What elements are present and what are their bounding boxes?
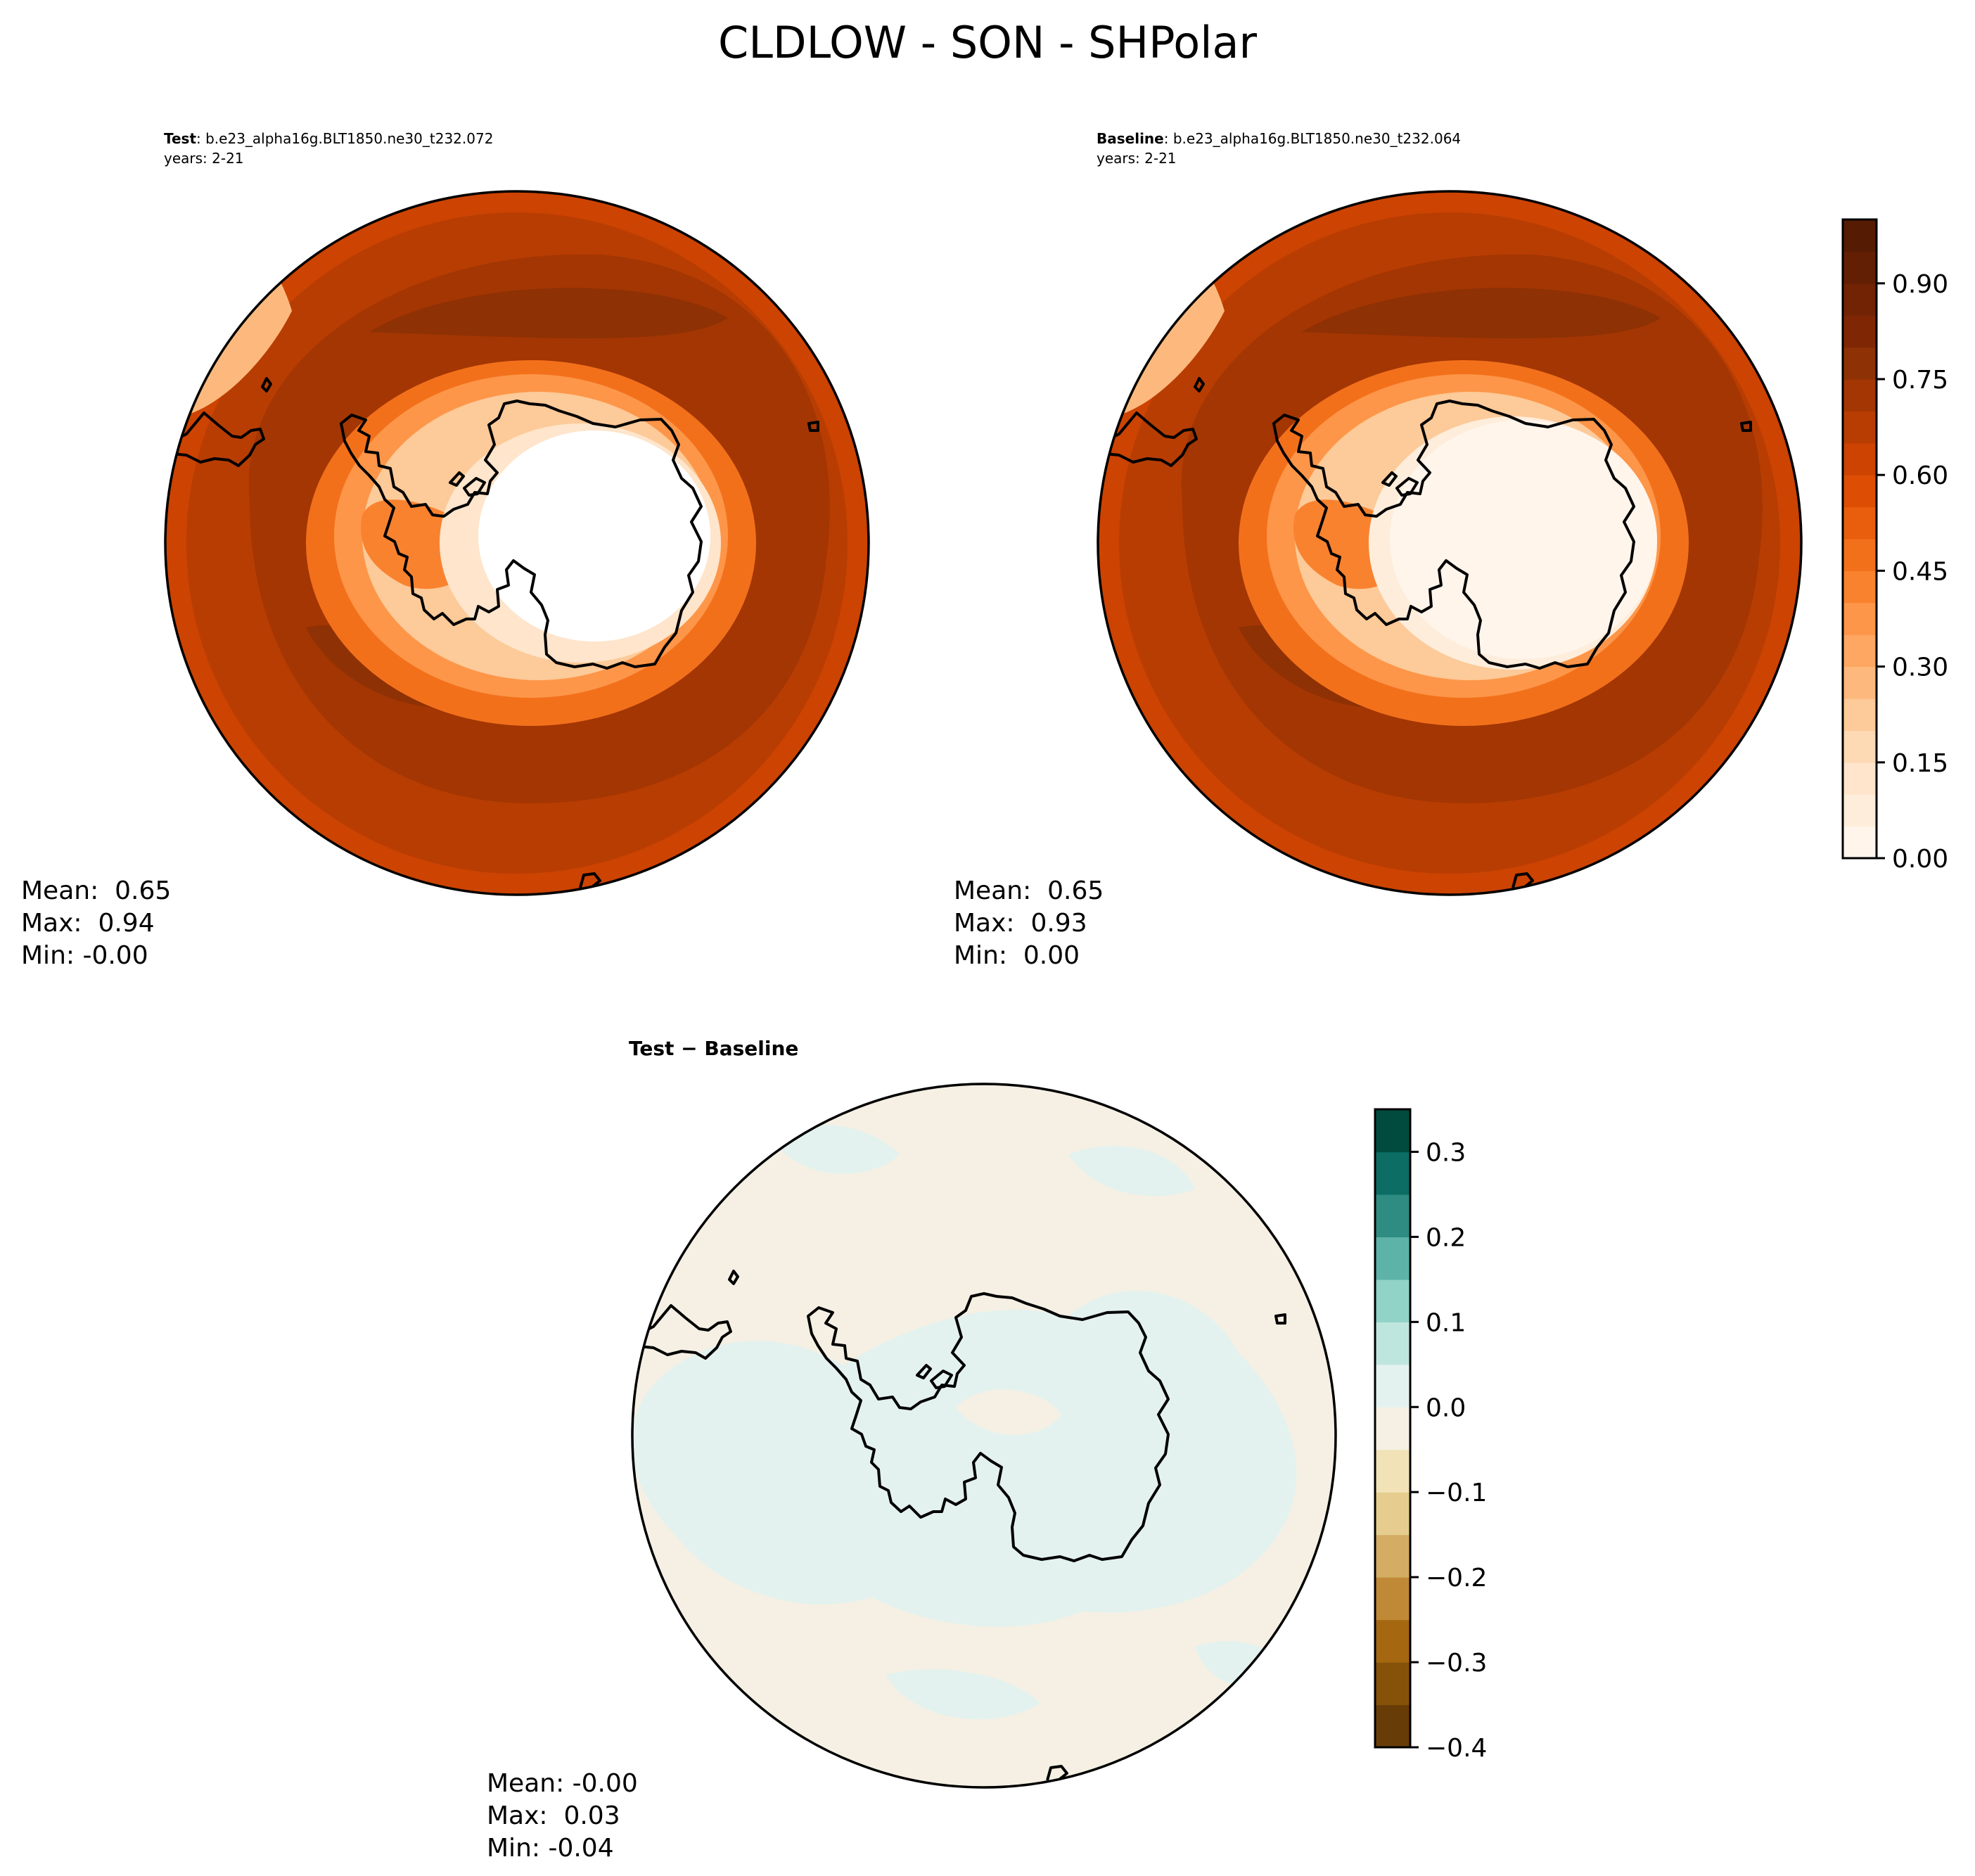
colorbar-top-frame: [1841, 218, 1878, 860]
colorbar-top-swatch-2: [1843, 762, 1877, 795]
colorbar-top-swatch-16: [1843, 315, 1877, 348]
colorbar-difference-swatch-14: [1375, 1109, 1410, 1153]
difference-field-patches: [632, 1084, 1336, 1787]
colorbar-difference-tick-label: 0.0: [1426, 1393, 1466, 1422]
colorbar-difference-swatch-6: [1375, 1449, 1410, 1493]
colorbar-difference-tick-label: −0.1: [1426, 1479, 1487, 1507]
colorbar-top-swatch-12: [1843, 442, 1877, 476]
baseline-stat-mean: Mean: 0.65: [954, 876, 1104, 905]
field-band-storm-track: [1302, 288, 1661, 338]
test-stats: Mean: 0.65 Max: 0.94 Min: -0.00: [21, 876, 171, 970]
baseline-stats: Mean: 0.65 Max: 0.93 Min: 0.00: [954, 876, 1104, 970]
baseline-field-bands: [1098, 191, 1801, 895]
colorbar-top-swatch-6: [1843, 634, 1877, 668]
colorbar-top-tick-label: 0.90: [1892, 270, 1948, 299]
difference-stat-min: Min: -0.04: [487, 1834, 614, 1863]
baseline-panel-case-name: : b.e23_alpha16g.BLT1850.ne30_t232.064: [1164, 130, 1461, 147]
baseline-panel-header: Baseline: b.e23_alpha16g.BLT1850.ne30_t2…: [1097, 130, 1461, 147]
diff-patch-positive: [1068, 1146, 1195, 1197]
colorbar-difference-swatch-1: [1375, 1662, 1410, 1706]
colorbar-difference-swatch-7: [1375, 1407, 1410, 1450]
difference-panel-title: Test − Baseline: [629, 1037, 798, 1060]
colorbar-top-tick-label: 0.45: [1892, 557, 1948, 586]
baseline-map-boundary: [1097, 190, 1803, 896]
colorbar-top-swatch-4: [1843, 698, 1877, 731]
colorbar-difference-tick-label: −0.3: [1426, 1649, 1487, 1678]
difference-panel: Test − Baseline Mean: -0.00 Max: 0.03 Mi…: [487, 1037, 1487, 1863]
field-band-storm-track: [369, 288, 728, 338]
colorbar-top-swatch-14: [1843, 379, 1877, 411]
colorbar-top-swatch-19: [1843, 219, 1877, 252]
colorbar-difference-swatch-2: [1375, 1619, 1410, 1663]
colorbar-top-swatch-11: [1843, 475, 1877, 508]
colorbar-difference-swatch-11: [1375, 1237, 1410, 1280]
colorbar-difference-swatch-10: [1375, 1279, 1410, 1322]
test-panel-header: Test: b.e23_alpha16g.BLT1850.ne30_t232.0…: [164, 130, 493, 147]
colorbar-top-swatch-17: [1843, 283, 1877, 316]
colorbar-top-swatch-3: [1843, 730, 1877, 763]
colorbar-difference-tick-label: 0.1: [1426, 1308, 1466, 1337]
baseline-panel: Baseline: b.e23_alpha16g.BLT1850.ne30_t2…: [954, 130, 1948, 970]
colorbar-difference-swatch-13: [1375, 1151, 1410, 1195]
test-panel-label: Test: [164, 130, 196, 147]
field-band-interior: [1390, 420, 1657, 659]
colorbar-difference-swatch-0: [1375, 1704, 1410, 1748]
colorbar-top: 0.00 0.15 0.30 0.45 0.60 0.75 0.90: [1841, 218, 1948, 874]
colorbar-top-swatch-15: [1843, 347, 1877, 380]
colorbar-difference-frame: [1374, 1108, 1412, 1749]
baseline-map: [1098, 191, 1801, 895]
colorbar-top-swatch-7: [1843, 602, 1877, 635]
difference-stat-mean: Mean: -0.00: [487, 1769, 638, 1798]
colorbar-difference-swatch-4: [1375, 1534, 1410, 1578]
colorbar-difference-tick-label: −0.4: [1426, 1734, 1487, 1763]
baseline-panel-label: Baseline: [1097, 130, 1164, 147]
test-panel: Test: b.e23_alpha16g.BLT1850.ne30_t232.0…: [21, 130, 870, 970]
colorbar-difference-swatch-5: [1375, 1492, 1410, 1536]
diff-patch-positive: [886, 1669, 1040, 1720]
test-panel-years: years: 2-21: [164, 150, 244, 167]
difference-map-boundary: [631, 1083, 1337, 1789]
colorbar-top-tick-label: 0.60: [1892, 461, 1948, 490]
test-map-boundary: [164, 190, 870, 896]
diff-patch-positive: [773, 1125, 900, 1174]
colorbar-difference-tick-label: −0.2: [1426, 1564, 1487, 1593]
baseline-panel-years: years: 2-21: [1097, 150, 1177, 167]
test-stat-min: Min: -0.00: [21, 941, 148, 970]
colorbar-top-tick-label: 0.30: [1892, 653, 1948, 682]
colorbar-top-swatch-10: [1843, 506, 1877, 540]
colorbar-top-tick-label: 0.75: [1892, 366, 1948, 395]
colorbar-top-tick-label: 0.00: [1892, 845, 1948, 874]
test-stat-mean: Mean: 0.65: [21, 876, 171, 905]
colorbar-difference-swatch-9: [1375, 1322, 1410, 1365]
difference-map: [632, 1084, 1336, 1787]
colorbar-top-swatch-0: [1843, 826, 1877, 859]
baseline-stat-max: Max: 0.93: [954, 909, 1087, 938]
colorbar-difference-tick-label: 0.3: [1426, 1138, 1466, 1167]
colorbar-difference-swatch-12: [1375, 1194, 1410, 1237]
diff-patch-negative: [956, 1389, 1061, 1435]
field-band-interior: [478, 430, 710, 642]
test-field-bands: [165, 191, 869, 895]
test-map: [165, 191, 869, 895]
figure-title: CLDLOW - SON - SHPolar: [718, 17, 1257, 68]
difference-stat-max: Max: 0.03: [487, 1801, 620, 1830]
test-panel-case-name: : b.e23_alpha16g.BLT1850.ne30_t232.072: [196, 130, 493, 147]
colorbar-difference-tick-label: 0.2: [1426, 1223, 1466, 1252]
difference-stats: Mean: -0.00 Max: 0.03 Min: -0.04: [487, 1769, 638, 1863]
colorbar-top-swatch-13: [1843, 411, 1877, 444]
colorbar-top-swatch-1: [1843, 794, 1877, 827]
colorbar-top-swatch-5: [1843, 666, 1877, 699]
test-stat-max: Max: 0.94: [21, 909, 155, 938]
colorbar-top-swatch-18: [1843, 251, 1877, 284]
colorbar-difference: −0.4 −0.3 −0.2 −0.1 0.0 0.1 0.2 0.3: [1374, 1108, 1487, 1763]
colorbar-top-swatch-9: [1843, 539, 1877, 571]
colorbar-top-swatch-8: [1843, 570, 1877, 604]
colorbar-difference-swatch-3: [1375, 1577, 1410, 1621]
baseline-stat-min: Min: 0.00: [954, 941, 1080, 970]
colorbar-difference-swatch-8: [1375, 1364, 1410, 1408]
colorbar-top-tick-label: 0.15: [1892, 749, 1948, 778]
